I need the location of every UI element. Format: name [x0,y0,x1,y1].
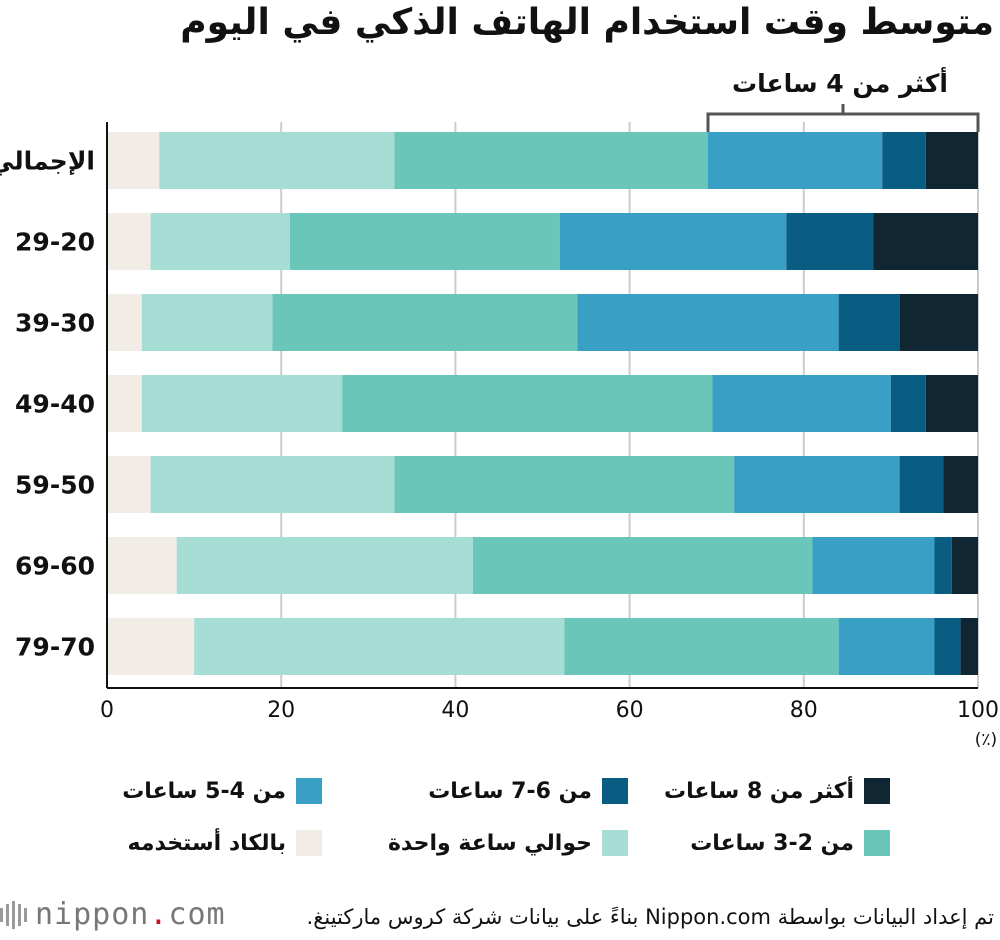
bar-segment [107,537,177,594]
legend-swatch [296,830,322,856]
bar-segment [934,618,961,675]
logo-mark-icon [0,900,27,929]
bar-segment [925,375,978,432]
bar-segment [577,294,839,351]
bar-segment [559,213,787,270]
bar-segment [812,537,935,594]
bar-segment [176,537,473,594]
legend-swatch [602,778,628,804]
bar-segment [873,213,978,270]
bar-segment [107,456,151,513]
bar-segment [107,213,151,270]
bracket-annotation: أكثر من 4 ساعات [706,67,980,132]
legend-item: بالكاد أستخدمه [128,830,322,856]
bar-segment [960,618,978,675]
bar-segment [159,132,395,189]
x-tick-label: 20 [267,698,295,723]
x-tick-label: 40 [441,698,469,723]
footer: nippon.com تم إعداد البيانات بواسطة Nipp… [0,897,1000,937]
bar-segment [899,294,978,351]
bars [107,132,978,675]
chart-title: متوسط وقت استخدام الهاتف الذكي في اليوم [180,2,994,43]
bar-segment [890,375,926,432]
category-label: 59-50 [15,471,95,500]
nippon-logo[interactable]: nippon.com [0,897,226,932]
x-tick-label: 60 [616,698,644,723]
legend-item: من 4-5 ساعات [122,778,322,804]
category-label: 79-70 [15,633,95,662]
bar-segment [943,456,978,513]
legend-label: من 4-5 ساعات [122,778,286,804]
bar-segment [734,456,900,513]
bracket-line [706,112,980,132]
category-label: 29-20 [15,228,95,257]
bar-segment [712,375,891,432]
legend-label: حوالي ساعة واحدة [387,830,592,856]
bar-segment [838,294,900,351]
bar-segment [394,456,735,513]
bar-segment [272,294,578,351]
legend: أكثر من 8 ساعات من 6-7 ساعات من 4-5 ساعا… [100,778,890,868]
legend-swatch [602,830,628,856]
bar-segment [342,375,713,432]
legend-swatch [864,778,890,804]
legend-item: من 6-7 ساعات [428,778,628,804]
category-label: 69-60 [15,552,95,581]
bar-segment [150,456,395,513]
bar-segment [899,456,944,513]
bar-segment [141,294,273,351]
bar-segment [141,375,343,432]
x-tick-label: 0 [100,698,114,723]
bar-segment [925,132,978,189]
legend-swatch [296,778,322,804]
axes: الإجمالي 29-20 39-30 49-40 59-50 69-60 79-70 0 2… [0,122,999,750]
category-label: 49-40 [15,390,95,419]
category-label: 39-30 [15,309,95,338]
bar-segment [394,132,708,189]
legend-label: أكثر من 8 ساعات [663,778,854,804]
x-tick-label: 80 [790,698,818,723]
bar-segment [786,213,874,270]
bar-segment [107,132,160,189]
bar-segment [951,537,978,594]
bar-segment [934,537,952,594]
x-tick-label: 100 [957,698,999,723]
bracket-label: أكثر من 4 ساعات [732,67,948,99]
bar-segment [150,213,290,270]
bar-segment [289,213,560,270]
legend-item: حوالي ساعة واحدة [388,830,628,856]
legend-item: أكثر من 8 ساعات [664,778,890,804]
category-label: الإجمالي [0,147,95,176]
bar-segment [838,618,935,675]
bar-segment [107,375,142,432]
bar-segment [882,132,926,189]
bar-segment [472,537,813,594]
logo-text: nippon.com [35,897,226,932]
source-note: تم إعداد البيانات بواسطة Nippon.com بناء… [306,905,994,929]
unit-label: (٪) [975,730,997,750]
legend-label: من 6-7 ساعات [428,778,592,804]
legend-item: من 2-3 ساعات [690,830,890,856]
bar-segment [564,618,839,675]
legend-label: بالكاد أستخدمه [127,830,286,856]
bar-segment [194,618,565,675]
bar-segment [107,618,195,675]
legend-swatch [864,830,890,856]
bar-segment [107,294,142,351]
bar-segment [707,132,883,189]
stacked-bar-chart: الإجمالي 29-20 39-30 49-40 59-50 69-60 79-70 0 2… [0,67,999,750]
legend-label: من 2-3 ساعات [690,830,854,856]
